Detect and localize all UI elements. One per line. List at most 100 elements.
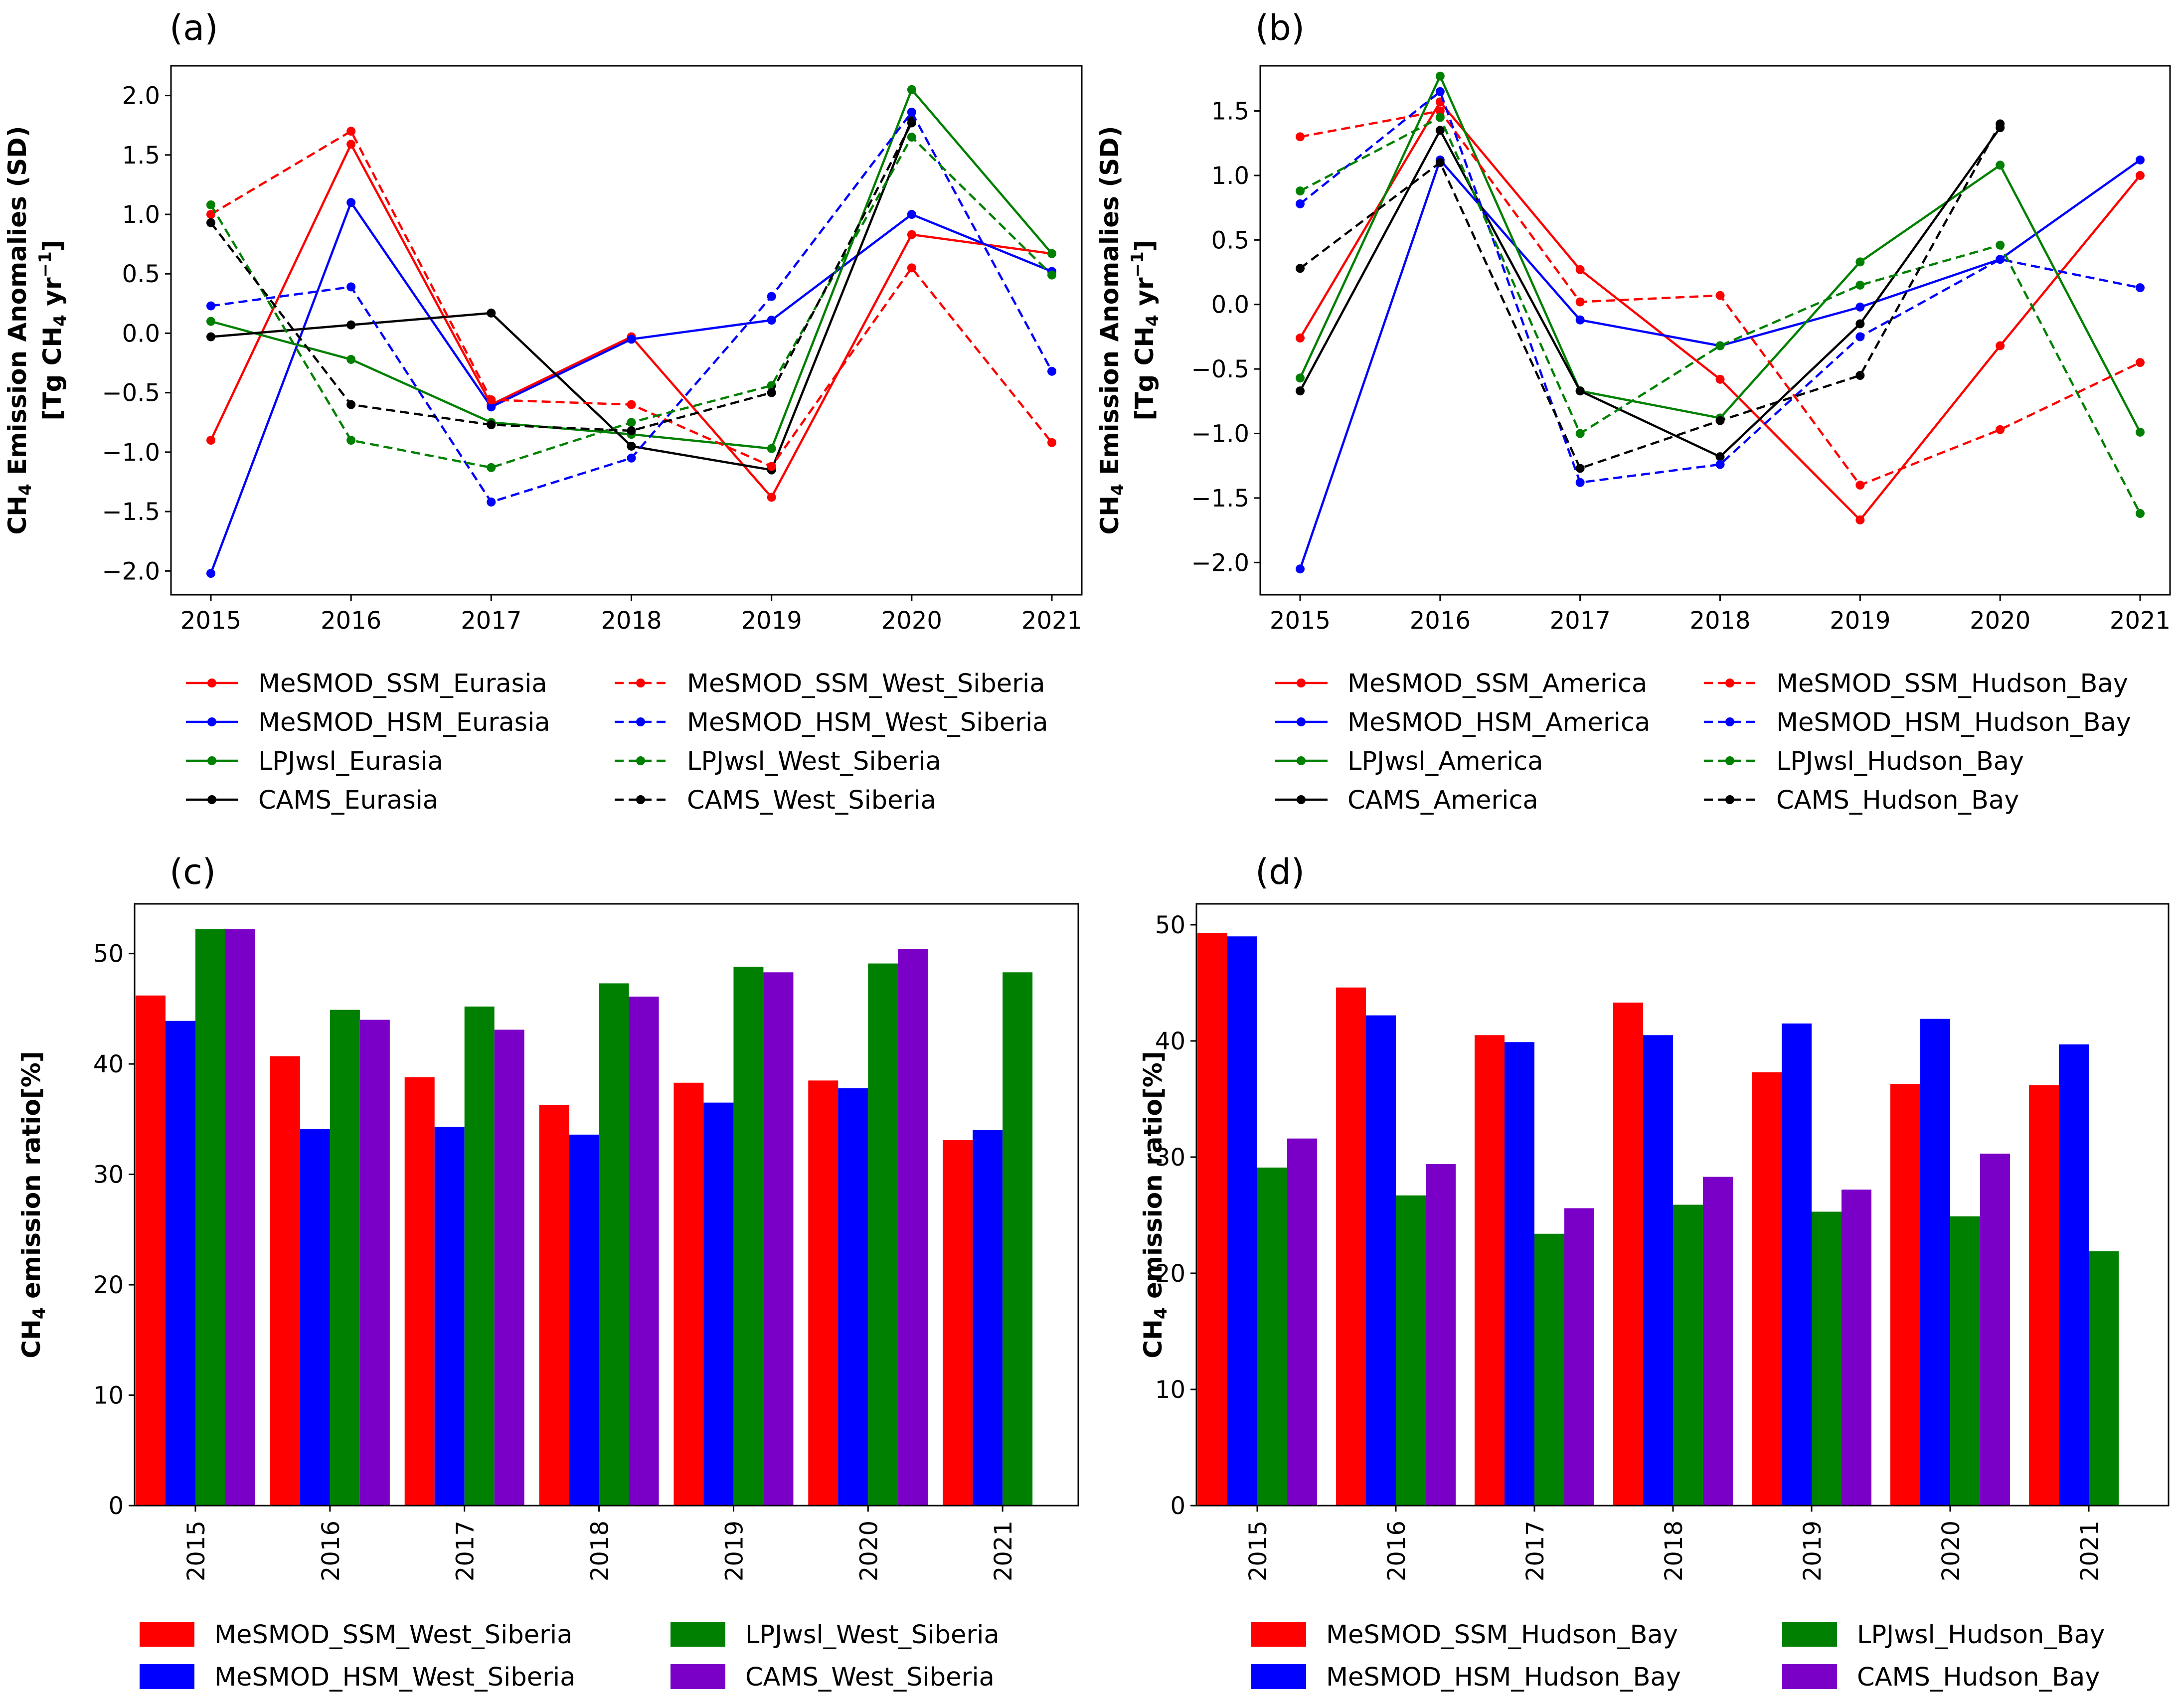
legend-marker <box>1297 795 1306 804</box>
y-tick-label: −0.5 <box>1191 355 1249 383</box>
data-point <box>1296 564 1305 574</box>
legend-marker <box>1725 717 1734 726</box>
bar <box>1673 1204 1703 1506</box>
data-point <box>346 354 356 364</box>
data-point <box>1435 126 1445 135</box>
data-point <box>1996 255 2005 264</box>
bar <box>1782 1024 1812 1506</box>
data-point <box>1047 366 1056 376</box>
y-axis-label: CH4 emission ratio[%] <box>1139 1051 1171 1358</box>
data-point <box>627 418 636 427</box>
bar <box>2089 1251 2119 1506</box>
data-point <box>487 463 496 472</box>
panel-b: (b) −2.0 −1.5 −1.0 −0.5 0.0 0.5 1.0 1.5 CH4 Emiss… <box>1095 7 2171 815</box>
legend-marker <box>207 717 216 726</box>
legend-item: MeSMOD_HSM_America <box>1275 708 1650 737</box>
x-tick-label: 2020 <box>881 607 942 635</box>
bar <box>225 929 255 1506</box>
y-axis-label: CH4 emission ratio[%] <box>17 1051 49 1358</box>
legend-marker <box>1297 756 1306 765</box>
data-point <box>2136 171 2145 180</box>
legend-marker <box>207 756 216 765</box>
data-point <box>487 420 496 430</box>
legend-item: LPJwsl_Eurasia <box>186 747 443 776</box>
legend-marker <box>636 717 645 726</box>
panel-label: (b) <box>1255 7 1305 48</box>
data-point <box>1855 481 1865 490</box>
bar <box>494 1029 524 1506</box>
legend-marker <box>1725 756 1734 765</box>
legend-marker <box>636 795 645 804</box>
bar <box>1396 1195 1426 1506</box>
data-point <box>2136 155 2145 165</box>
bar <box>166 1021 195 1506</box>
data-point <box>487 308 496 318</box>
y-tick-label: 10 <box>1155 1376 1185 1404</box>
legend-label: CAMS_West_Siberia <box>745 1663 995 1692</box>
series-line <box>210 87 1053 450</box>
x-tick-label: 2018 <box>586 1521 614 1581</box>
legend-item: MeSMOD_HSM_West_Siberia <box>140 1663 575 1692</box>
data-point <box>1715 374 1725 384</box>
legend-label: MeSMOD_SSM_West_Siberia <box>687 669 1045 698</box>
y-tick-label: 0 <box>1170 1492 1185 1520</box>
y-tick-label: 1.0 <box>122 201 160 229</box>
y-tick-label: 0.5 <box>122 260 160 288</box>
bar <box>868 963 898 1506</box>
bar <box>539 1105 569 1506</box>
legend-item: LPJwsl_West_Siberia <box>615 747 941 776</box>
data-point <box>1715 452 1725 462</box>
x-tick-label: 2016 <box>321 607 381 635</box>
data-point <box>1296 132 1305 142</box>
legend-item: CAMS_Eurasia <box>186 786 438 815</box>
data-point <box>1855 319 1865 329</box>
bar <box>1613 1003 1643 1506</box>
bar <box>1812 1211 1842 1506</box>
legend-label: LPJwsl_West_Siberia <box>687 747 941 776</box>
y-tick-label: 0.0 <box>1211 291 1249 319</box>
legend-label: MeSMOD_HSM_Eurasia <box>258 708 550 737</box>
data-point <box>487 402 496 412</box>
x-tick-label: 2019 <box>1830 607 1890 635</box>
bar <box>1197 933 1227 1506</box>
bar <box>733 967 764 1506</box>
y-tick-label: 20 <box>1155 1260 1185 1288</box>
data-point <box>767 388 776 397</box>
bar <box>1703 1177 1733 1506</box>
panel-label: (a) <box>169 7 218 48</box>
data-point <box>346 282 356 292</box>
legend-item: CAMS_Hudson_Bay <box>1704 786 2019 815</box>
legend-label: LPJwsl_Hudson_Bay <box>1857 1620 2105 1650</box>
legend-item: LPJwsl_America <box>1275 747 1543 776</box>
bar <box>1534 1233 1564 1506</box>
x-tick-label: 2017 <box>1521 1521 1549 1581</box>
x-tick-label: 2015 <box>1270 607 1331 635</box>
data-point <box>206 301 215 311</box>
data-point <box>1296 199 1305 208</box>
axes-frame <box>1195 903 2170 1507</box>
legend-item: MeSMOD_HSM_Eurasia <box>186 708 550 737</box>
bar <box>136 995 166 1506</box>
data-point <box>346 400 356 409</box>
legend-marker <box>207 679 216 687</box>
data-point <box>627 426 636 435</box>
y-tick-label: 0.5 <box>1211 226 1249 254</box>
data-point <box>346 320 356 330</box>
data-point <box>1296 373 1305 383</box>
legend-label: LPJwsl_Hudson_Bay <box>1776 747 2024 776</box>
data-point <box>1855 515 1865 524</box>
y-tick-label: 50 <box>93 940 124 968</box>
data-point <box>487 395 496 404</box>
data-point <box>1047 438 1056 447</box>
bar <box>1426 1164 1456 1506</box>
x-tick-label: 2019 <box>1799 1521 1827 1581</box>
data-point <box>346 127 356 136</box>
legend-item: CAMS_West_Siberia <box>615 786 936 815</box>
x-tick-label: 2020 <box>855 1521 883 1581</box>
legend-swatch <box>1251 1622 1306 1647</box>
legend-swatch <box>1782 1622 1837 1647</box>
y-tick-label: −1.5 <box>1191 485 1249 512</box>
x-tick-label: 2015 <box>182 1521 210 1581</box>
bar <box>838 1088 868 1506</box>
y-tick-label: 0.0 <box>122 320 160 347</box>
